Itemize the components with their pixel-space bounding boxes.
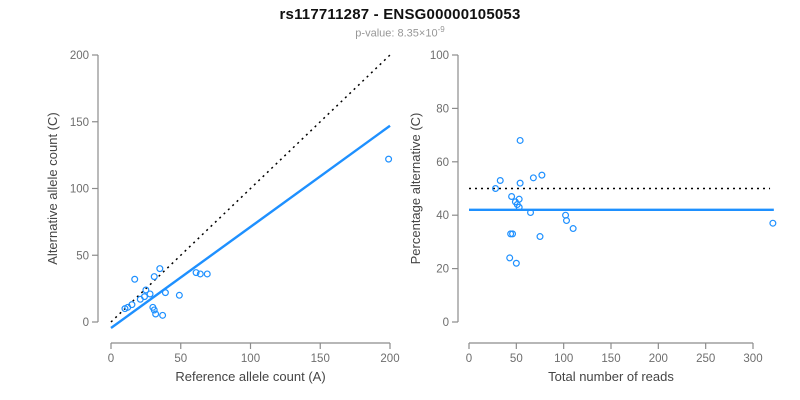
- p-value-exponent: -9: [437, 25, 445, 34]
- panel-allele-counts: 0 50 100 150 200 0 50 100 150 200 Reference allele…: [45, 50, 400, 384]
- y-tick-label: 60: [436, 157, 449, 169]
- data-point: [192, 269, 200, 277]
- x-tick-label: 150: [601, 353, 620, 365]
- y-tick-label: 20: [436, 264, 449, 276]
- data-point: [161, 289, 169, 297]
- x-axis-title: Reference allele count (A): [175, 369, 325, 384]
- x-tick-label: 250: [696, 353, 715, 365]
- x-tick-label: 0: [466, 353, 472, 365]
- y-tick-label: 100: [70, 184, 89, 196]
- regression-line: [110, 124, 391, 329]
- page-title: rs117711287 - ENSG00000105053: [279, 6, 521, 23]
- x-axis-title: Total number of reads: [548, 369, 674, 384]
- data-point: [527, 209, 535, 217]
- x-tick-label: 50: [510, 353, 523, 365]
- y-tick-label: 50: [76, 250, 89, 262]
- p-value-subtitle: p-value: 8.35×10-9: [0, 25, 800, 40]
- y-tick-label: 150: [70, 117, 89, 129]
- y-tick-label: 200: [70, 50, 89, 62]
- data-point: [492, 185, 500, 193]
- x-tick-label: 200: [649, 353, 668, 365]
- data-point: [506, 254, 514, 262]
- data-point: [121, 305, 129, 313]
- data-point: [516, 179, 524, 187]
- x-tick-label: 100: [241, 353, 260, 365]
- y-tick-label: 0: [83, 317, 89, 329]
- identity-line: [110, 54, 391, 323]
- data-point: [150, 306, 158, 314]
- x-tick-label: 300: [743, 353, 762, 365]
- data-point: [509, 230, 517, 238]
- y-axis-title: Alternative allele count (C): [45, 112, 60, 264]
- data-point: [385, 155, 393, 163]
- x-tick-label: 100: [554, 353, 573, 365]
- data-point: [146, 290, 154, 298]
- y-tick-label: 40: [436, 210, 449, 222]
- panel-percentage-alternative: 0 50 100 150 200 250 300 0 20 40 60 80 100 Total numb…: [408, 50, 777, 384]
- data-point: [515, 203, 523, 211]
- data-point: [538, 171, 546, 179]
- x-tick-label: 50: [174, 353, 187, 365]
- data-point: [769, 219, 777, 227]
- y-tick-label: 80: [436, 103, 449, 115]
- data-point: [563, 217, 571, 225]
- y-tick-label: 0: [443, 317, 449, 329]
- data-point: [152, 310, 160, 318]
- data-point: [203, 270, 211, 278]
- x-tick-label: 200: [380, 353, 399, 365]
- y-tick-label: 100: [430, 50, 449, 62]
- p-value-text: p-value: 8.35×10: [355, 27, 438, 40]
- data-point: [508, 193, 516, 201]
- data-point: [196, 270, 204, 278]
- data-point: [136, 295, 144, 303]
- data-point: [159, 311, 167, 319]
- data-point: [512, 259, 520, 267]
- x-tick-label: 0: [108, 353, 114, 365]
- data-point: [516, 136, 524, 144]
- data-point: [175, 291, 183, 299]
- data-point: [529, 174, 537, 182]
- data-point: [496, 176, 504, 184]
- data-point: [142, 286, 150, 294]
- x-tick-label: 150: [311, 353, 330, 365]
- y-axis-title: Percentage alternative (C): [408, 113, 423, 265]
- data-point: [150, 273, 158, 281]
- data-point: [131, 275, 139, 283]
- data-point: [569, 225, 577, 233]
- data-point: [156, 265, 164, 273]
- data-point: [536, 233, 544, 241]
